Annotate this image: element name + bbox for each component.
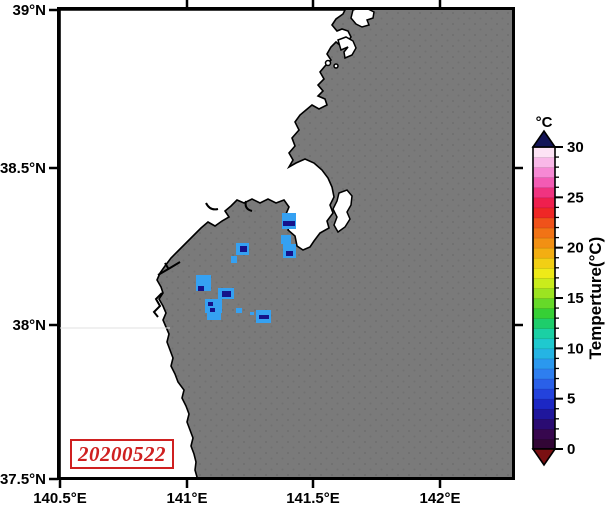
- x-tick-label: 142°E: [419, 490, 460, 507]
- date-stamp: 20200522: [70, 439, 174, 469]
- sst-patch-dark: [240, 246, 247, 252]
- colorbar-segment: [532, 358, 556, 370]
- date-stamp-box: [70, 439, 174, 469]
- x-tick-label: 141°E: [166, 490, 207, 507]
- sst-patch: [281, 235, 291, 244]
- sst-patch: [236, 308, 242, 313]
- colorbar-segment: [532, 408, 556, 420]
- colorbar-segment: [532, 217, 556, 229]
- colorbar-segment: [532, 237, 556, 249]
- colorbar-segment: [532, 227, 556, 239]
- colorbar-segment: [532, 327, 556, 340]
- colorbar-segment: [532, 307, 556, 319]
- colorbar-segment: [532, 197, 556, 209]
- colorbar-segment: [532, 388, 556, 400]
- sst-patch-dark: [283, 221, 295, 226]
- colorbar-tick-label: 20: [567, 240, 584, 257]
- sst-patch-dark: [198, 286, 204, 291]
- colorbar-segment: [532, 317, 556, 329]
- colorbar-tick-label: 30: [567, 139, 584, 156]
- colorbar-axis-label: Temperture(°C): [586, 237, 605, 360]
- colorbar-segment: [532, 146, 556, 158]
- colorbar-segment: [532, 257, 556, 269]
- islet-dot-2: [333, 63, 339, 69]
- x-tick-label: 140.5°E: [33, 490, 87, 507]
- colorbar-segment: [532, 337, 556, 350]
- date-stamp-text: 20200522: [77, 442, 166, 466]
- axis-tick-labels: 140.5°E 141°E 141.5°E 142°E 39°N 38.5°N 38°N 37…: [0, 2, 461, 507]
- island-inlet: [337, 36, 357, 60]
- colorbar-tick-label: 25: [567, 189, 584, 206]
- colorbar-segment: [532, 398, 556, 410]
- colorbar-segment: [532, 348, 556, 360]
- sst-patch-dark: [286, 251, 293, 256]
- colorbar: 0 5 10 15 20 25 30: [531, 129, 584, 467]
- bay-inlet-detail-1: [205, 200, 253, 212]
- sst-patch-dark: [208, 302, 213, 306]
- colorbar-tick-label: 10: [567, 340, 584, 357]
- y-tick-label: 37.5°N: [0, 471, 46, 488]
- colorbar-segment: [532, 176, 556, 189]
- colorbar-segment: [532, 378, 556, 390]
- sst-patch-dark: [210, 308, 215, 312]
- y-tick-label: 38.5°N: [0, 160, 46, 177]
- colorbar-segment: [532, 207, 556, 219]
- colorbar-tick-label: 5: [567, 391, 575, 408]
- colorbar-under-arrow: [531, 448, 557, 467]
- colorbar-segment: [532, 166, 556, 178]
- colorbar-segment: [532, 428, 556, 440]
- sst-patch: [207, 313, 221, 320]
- colorbar-over-arrow: [531, 129, 557, 148]
- colorbar-units-title: °C: [536, 114, 553, 131]
- colorbar-segment: [532, 156, 556, 168]
- colorbar-segment: [532, 287, 556, 299]
- colorbar-segment: [532, 418, 556, 430]
- colorbar-tick-label: 0: [567, 441, 575, 458]
- colorbar-segment: [532, 368, 556, 380]
- colorbar-tick-label: 15: [567, 290, 584, 307]
- sst-patch: [250, 312, 254, 315]
- sst-patch-layer: [196, 213, 296, 323]
- colorbar-segment: [532, 297, 556, 309]
- islet-dot-1: [324, 59, 332, 67]
- colorbar-segment: [532, 267, 556, 279]
- sst-patch-dark: [222, 291, 231, 297]
- map-frame: [57, 7, 515, 480]
- colorbar-segment: [532, 186, 556, 199]
- river-hook: [152, 292, 163, 318]
- sst-patch: [231, 256, 237, 263]
- y-tick-label: 39°N: [12, 2, 46, 19]
- colorbar-segment: [532, 277, 556, 289]
- island-east: [332, 189, 353, 234]
- sst-patch-dark: [259, 315, 269, 319]
- cape-stroke-1: [157, 261, 181, 276]
- colorbar-segment: [532, 438, 556, 450]
- axis-ticks: [49, 0, 523, 488]
- x-tick-label: 141.5°E: [286, 490, 340, 507]
- y-tick-label: 38°N: [12, 317, 46, 334]
- colorbar-segment: [532, 247, 556, 259]
